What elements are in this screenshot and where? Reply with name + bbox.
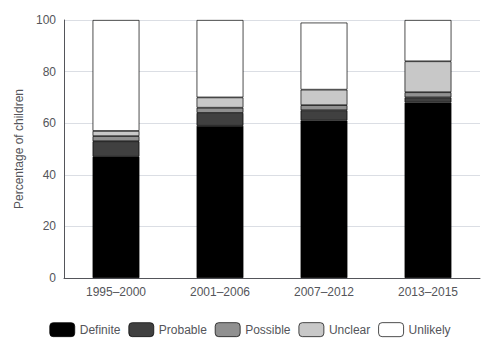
svg-text:60: 60: [43, 116, 57, 130]
svg-text:Unlikely: Unlikely: [409, 323, 451, 337]
svg-text:Unclear: Unclear: [329, 323, 370, 337]
svg-text:40: 40: [43, 168, 57, 182]
svg-text:0: 0: [49, 271, 56, 285]
svg-text:2013–2015: 2013–2015: [398, 285, 458, 299]
svg-text:20: 20: [43, 219, 57, 233]
svg-text:100: 100: [36, 13, 56, 27]
svg-text:1995–2000: 1995–2000: [86, 285, 146, 299]
svg-text:Definite: Definite: [80, 323, 121, 337]
svg-text:2001–2006: 2001–2006: [190, 285, 250, 299]
svg-text:80: 80: [43, 65, 57, 79]
svg-text:2007–2012: 2007–2012: [294, 285, 354, 299]
svg-text:Possible: Possible: [245, 323, 291, 337]
svg-text:Percentage of children: Percentage of children: [12, 89, 26, 209]
svg-text:Probable: Probable: [159, 323, 207, 337]
